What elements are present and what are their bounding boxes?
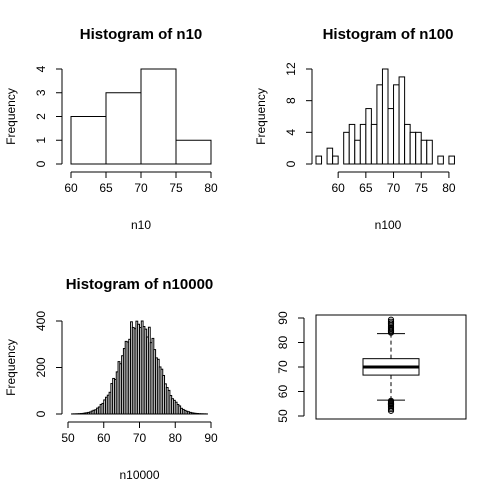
y-tick-label: 4 bbox=[284, 129, 298, 136]
y-axis-label: Frequency bbox=[254, 88, 268, 145]
y-tick-label: 400 bbox=[34, 311, 48, 331]
histogram-bar bbox=[370, 123, 378, 165]
histogram-bar bbox=[140, 68, 177, 165]
histogram-n10000-panel: Histogram of n10000 50 60 70 80 90 0 200 400 n100… bbox=[4, 276, 218, 482]
histogram-bar bbox=[448, 155, 455, 165]
histogram-bar bbox=[105, 92, 142, 165]
x-tick-label: 60 bbox=[97, 431, 111, 445]
x-tick-label: 80 bbox=[442, 181, 456, 195]
x-tick-label: 70 bbox=[134, 181, 148, 195]
x-tick-label: 60 bbox=[331, 181, 345, 195]
histogram-bar bbox=[343, 131, 350, 165]
y-tick-label: 4 bbox=[34, 65, 48, 72]
x-tick-label: 70 bbox=[387, 181, 401, 195]
histogram-bar bbox=[420, 139, 428, 165]
x-tick-label: 60 bbox=[64, 181, 78, 195]
boxplot-panel: 50 60 70 80 90 bbox=[276, 311, 467, 423]
outlier-point bbox=[387, 316, 395, 323]
y-tick-label: 90 bbox=[276, 311, 290, 325]
histogram-bar bbox=[354, 139, 361, 165]
histogram-bar bbox=[359, 123, 367, 165]
x-tick-label: 50 bbox=[61, 431, 75, 445]
histogram-n100-panel: Histogram of n100 60 65 70 75 80 0 4 8 12 n100 Freq… bbox=[254, 26, 456, 232]
y-tick-label: 50 bbox=[276, 409, 290, 423]
x-tick-label: 90 bbox=[204, 431, 218, 445]
y-tick-label: 0 bbox=[284, 160, 298, 167]
y-tick-label: 70 bbox=[276, 360, 290, 374]
x-tick-label: 65 bbox=[359, 181, 373, 195]
y-axis-label: Frequency bbox=[4, 88, 18, 145]
y-tick-label: 2 bbox=[34, 113, 48, 120]
y-tick-label: 80 bbox=[276, 336, 290, 350]
chart-title: Histogram of n100 bbox=[323, 26, 454, 43]
histogram-bar bbox=[326, 147, 334, 165]
x-tick-label: 70 bbox=[133, 431, 147, 445]
x-axis-label: n100 bbox=[375, 218, 402, 232]
x-tick-label: 80 bbox=[169, 431, 183, 445]
plot-frame bbox=[315, 314, 467, 420]
histogram-bar bbox=[315, 155, 323, 165]
histogram-bar bbox=[404, 123, 411, 165]
outlier-point bbox=[387, 320, 395, 327]
histogram-bar bbox=[365, 108, 372, 165]
histogram-n10-panel: Histogram of n10 60 65 70 75 80 0 1 2 3 4 n10 Freque… bbox=[4, 26, 218, 232]
x-axis-label: n10000 bbox=[119, 468, 159, 482]
histogram-bar bbox=[426, 139, 433, 165]
y-axis-label: Frequency bbox=[4, 339, 18, 396]
histogram-bar bbox=[437, 155, 444, 165]
chart-title: Histogram of n10 bbox=[80, 26, 203, 43]
y-tick-label: 0 bbox=[34, 410, 48, 417]
histogram-bar bbox=[332, 155, 339, 165]
x-axis-label: n10 bbox=[131, 218, 151, 232]
x-tick-label: 80 bbox=[204, 181, 218, 195]
histogram-bar bbox=[415, 131, 422, 165]
histogram-bar bbox=[398, 76, 406, 165]
histogram-bar bbox=[393, 84, 400, 165]
y-tick-label: 3 bbox=[34, 89, 48, 96]
chart-title: Histogram of n10000 bbox=[66, 276, 214, 293]
y-tick-label: 60 bbox=[276, 385, 290, 399]
histogram-bar bbox=[376, 84, 383, 165]
histogram-bar bbox=[70, 116, 107, 165]
y-tick-label: 12 bbox=[284, 62, 298, 76]
y-tick-label: 200 bbox=[34, 357, 48, 377]
x-tick-label: 75 bbox=[169, 181, 183, 195]
histogram-bar bbox=[409, 131, 417, 165]
x-tick-label: 75 bbox=[415, 181, 429, 195]
histogram-bar bbox=[387, 108, 395, 165]
histogram-bar bbox=[381, 68, 389, 165]
outlier-point bbox=[387, 406, 395, 413]
x-tick-label: 65 bbox=[99, 181, 113, 195]
histogram-bar bbox=[175, 139, 212, 165]
outlier-point bbox=[387, 318, 395, 325]
y-tick-label: 0 bbox=[34, 160, 48, 167]
y-tick-label: 1 bbox=[34, 137, 48, 144]
outlier-point bbox=[387, 407, 395, 414]
y-tick-label: 8 bbox=[284, 97, 298, 104]
histogram-bar bbox=[348, 123, 356, 165]
